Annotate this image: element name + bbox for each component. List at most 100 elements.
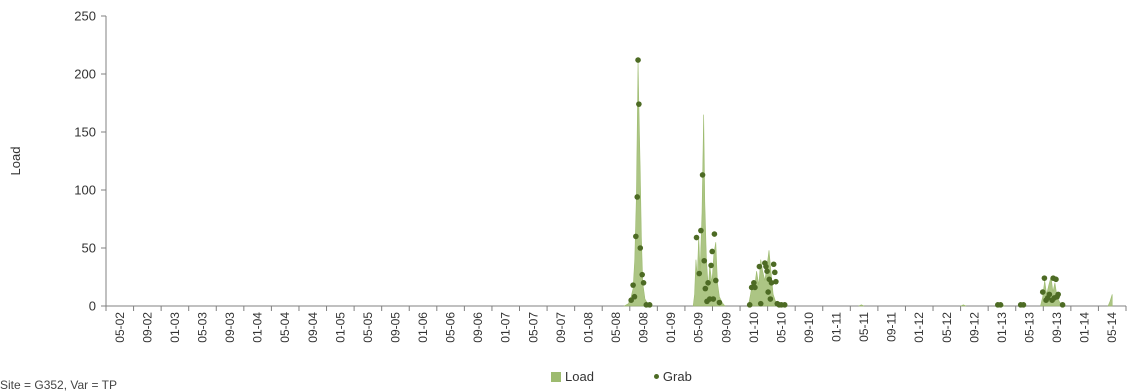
grab-point <box>1041 275 1048 281</box>
x-tick-label: 01-08 <box>581 312 595 343</box>
grab-point <box>767 296 774 302</box>
x-tick-label: 05-10 <box>774 312 788 343</box>
x-tick-label: 09-03 <box>223 312 237 343</box>
x-tick-label: 01-10 <box>747 312 761 343</box>
grab-point <box>1053 276 1059 283</box>
grab-point <box>1046 291 1053 298</box>
grab-point <box>746 302 753 308</box>
x-tick-label: 01-09 <box>664 312 678 343</box>
x-tick-label: 09-09 <box>719 312 733 343</box>
grab-point <box>1039 289 1046 295</box>
y-tick-label: 150 <box>74 125 96 140</box>
x-tick-label: 09-12 <box>967 312 981 343</box>
y-axis: 0 50 100 150 200 250 <box>74 9 107 314</box>
legend-item-grab: Grab <box>653 369 692 384</box>
x-tick-label: 05-09 <box>692 312 706 343</box>
x-tick-label: 01-12 <box>912 312 926 343</box>
y-tick-label: 250 <box>74 9 96 24</box>
x-tick-label: 01-07 <box>499 312 513 343</box>
x-tick-label: 05-04 <box>278 312 292 343</box>
grab-point <box>705 280 711 286</box>
grab-point <box>751 280 757 286</box>
grab-point <box>763 263 769 270</box>
legend-item-load: Load <box>551 369 594 384</box>
y-tick-label: 50 <box>82 241 96 256</box>
grab-point <box>709 248 716 255</box>
x-tick-label: 09-08 <box>637 312 651 343</box>
grab-point <box>764 268 770 275</box>
x-tick-label: 05-12 <box>940 312 954 343</box>
x-tick-label: 01-13 <box>995 312 1009 343</box>
x-tick-label: 09-02 <box>140 312 154 343</box>
grab-point <box>710 296 717 302</box>
x-tick-label: 09-05 <box>388 312 402 343</box>
x-tick-label: 05-13 <box>1023 312 1037 343</box>
grab-point <box>1059 302 1066 308</box>
y-tick-label: 0 <box>89 299 96 314</box>
footnote: Site = G352, Var = TP <box>0 378 117 392</box>
x-tick-label: 01-04 <box>251 312 265 343</box>
x-tick-label: 01-06 <box>416 312 430 343</box>
grab-point <box>635 57 641 63</box>
x-tick-label: 05-02 <box>113 312 127 343</box>
x-tick-label: 09-06 <box>471 312 485 343</box>
y-axis-title: Load <box>8 147 23 176</box>
load-area-segment <box>692 114 726 307</box>
x-tick-label: 05-05 <box>361 312 375 343</box>
grab-point <box>708 262 714 269</box>
load-area-segment <box>623 62 653 307</box>
x-tick-label: 05-11 <box>857 312 871 342</box>
x-tick-label: 05-08 <box>609 312 623 343</box>
grab-point <box>634 194 641 200</box>
load-area-segment <box>858 304 865 307</box>
x-tick-label: 05-06 <box>444 312 458 343</box>
legend: Load Grab <box>551 369 692 384</box>
x-tick-label: 01-14 <box>1078 312 1092 343</box>
x-tick-label: 05-14 <box>1105 312 1119 343</box>
x-tick-label: 01-03 <box>168 312 182 343</box>
y-tick-label: 200 <box>74 67 96 82</box>
x-tick-label: 05-07 <box>526 312 540 343</box>
grab-point <box>636 101 642 107</box>
grab-point <box>633 233 639 240</box>
grab-point <box>768 280 775 286</box>
legend-swatch-load <box>551 371 561 382</box>
x-tick-label: 05-03 <box>195 312 209 343</box>
grab-series <box>628 57 1066 308</box>
grab-point <box>702 285 709 292</box>
legend-swatch-grab <box>653 374 659 379</box>
grab-point <box>1055 291 1061 298</box>
grab-point <box>716 299 723 306</box>
grab-point <box>696 270 703 277</box>
grab-point <box>765 289 771 295</box>
x-axis: 05-02 09-02 01-03 05-03 09-03 01-04 05-04 09-04… <box>105 305 1127 343</box>
grab-point <box>771 269 778 276</box>
grab-point <box>631 293 638 300</box>
grab-point <box>699 172 706 178</box>
grab-point <box>1020 302 1027 308</box>
load-area-segment <box>747 250 781 307</box>
grab-point <box>712 277 719 284</box>
load-area-segment <box>960 304 967 307</box>
grab-point <box>628 297 634 304</box>
grab-point <box>770 261 777 268</box>
grab-point <box>711 231 718 237</box>
grab-point <box>639 271 645 278</box>
grab-point <box>757 300 764 307</box>
legend-label-grab: Grab <box>662 369 692 384</box>
x-tick-label: 09-07 <box>554 312 568 343</box>
x-tick-label: 09-04 <box>306 312 320 343</box>
x-tick-label: 09-10 <box>802 312 816 343</box>
grab-point <box>756 263 763 270</box>
x-tick-label: 09-13 <box>1050 312 1064 343</box>
grab-point <box>630 282 636 288</box>
load-area-segment <box>1107 294 1113 307</box>
x-tick-label: 01-11 <box>830 312 844 342</box>
legend-label-load: Load <box>565 369 594 384</box>
grab-point <box>701 257 708 264</box>
grab-point <box>640 280 647 286</box>
grab-point <box>781 302 788 308</box>
grab-point <box>637 245 644 251</box>
grab-point <box>773 278 779 285</box>
